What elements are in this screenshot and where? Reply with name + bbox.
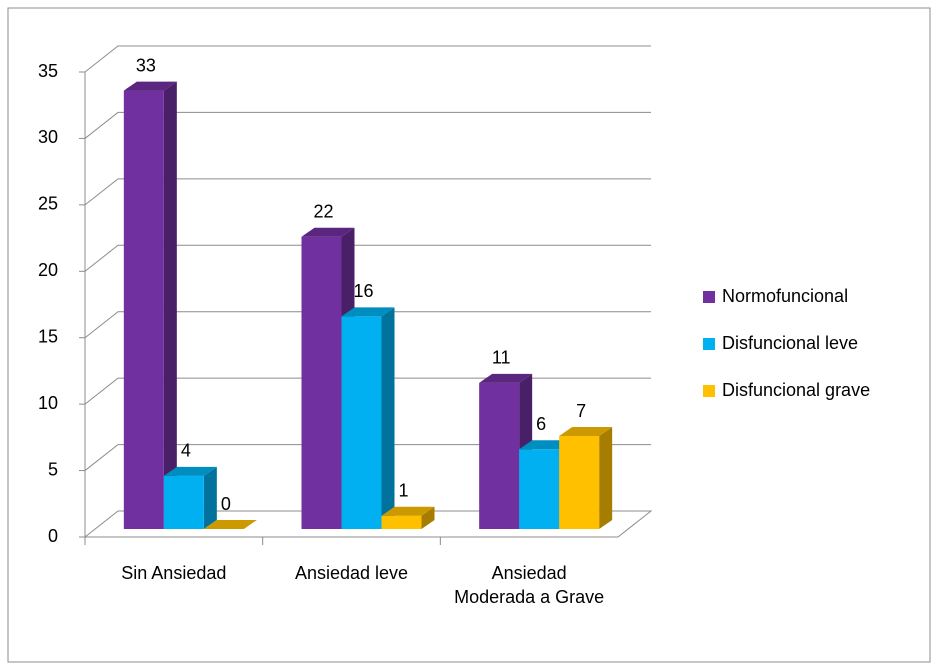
bar-top [163, 466, 217, 476]
bar-side [381, 307, 395, 529]
bar-top [301, 227, 355, 237]
value-label: 7 [576, 401, 586, 421]
value-label: 11 [492, 348, 511, 368]
grid-line [84, 311, 651, 339]
x-tick-label: Ansiedad Moderada a Grave [454, 563, 605, 607]
grid-line [84, 377, 651, 405]
bar-top [341, 307, 395, 317]
y-tick-label: 0 [48, 526, 58, 546]
y-tick-label: 30 [38, 127, 58, 147]
y-tick-label: 15 [38, 326, 58, 346]
legend-swatch [703, 338, 715, 350]
bar [301, 236, 342, 529]
bar-side [203, 466, 217, 529]
bar [123, 90, 164, 530]
legend-label: Normofuncional [722, 286, 848, 306]
value-label: 6 [536, 414, 546, 434]
bar-side [599, 427, 613, 529]
bar [341, 316, 382, 529]
grid-line [84, 45, 651, 73]
bar-top [123, 81, 177, 91]
bar [519, 449, 560, 529]
y-tick-label: 20 [38, 260, 58, 280]
grid-line [84, 444, 651, 471]
legend-label: Disfuncional grave [722, 380, 870, 400]
legend-swatch [703, 385, 715, 397]
bar-top [479, 373, 533, 383]
y-tick-label: 5 [48, 459, 58, 479]
y-tick-label: 25 [38, 194, 58, 214]
grid-line [84, 178, 651, 206]
grid-line [84, 244, 651, 272]
bar-top [519, 440, 573, 450]
value-label: 22 [313, 201, 333, 221]
bar-top [203, 520, 257, 529]
y-tick-label: 10 [38, 393, 58, 413]
legend-swatch [703, 291, 715, 303]
x-tick-label: Ansiedad leve [294, 563, 409, 583]
value-label: 33 [136, 55, 156, 75]
bar-side [163, 81, 177, 530]
x-tick-label: Sin Ansiedad [121, 563, 227, 583]
value-label: 4 [181, 441, 191, 461]
legend-label: Disfuncional leve [722, 333, 858, 353]
bar-top [381, 506, 435, 516]
value-label: 1 [398, 480, 408, 500]
bar [479, 382, 520, 529]
bar [381, 515, 422, 529]
grid-line [84, 510, 651, 538]
bar [163, 475, 204, 529]
bar-top [559, 427, 613, 436]
value-label: 0 [221, 494, 231, 514]
grid-line [84, 111, 651, 139]
y-tick-label: 35 [38, 61, 58, 81]
bar-side [421, 506, 435, 529]
bar [559, 436, 600, 529]
value-label: 16 [353, 281, 373, 301]
